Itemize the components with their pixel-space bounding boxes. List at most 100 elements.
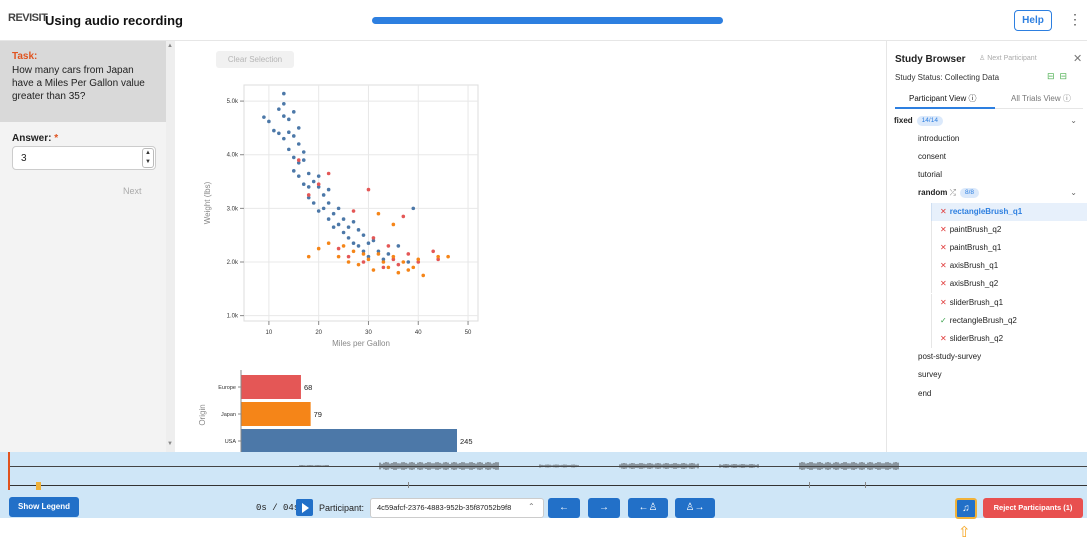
play-icon[interactable]: [296, 499, 313, 516]
scatter-point[interactable]: [326, 187, 331, 192]
scatter-point[interactable]: [376, 249, 381, 254]
scrollbar[interactable]: ▲ ▼: [166, 41, 175, 452]
scatter-point[interactable]: [267, 119, 271, 124]
chevron-down-icon[interactable]: ⌄: [1070, 188, 1077, 198]
tree-item-end[interactable]: end: [887, 385, 1087, 403]
show-legend-button[interactable]: Show Legend: [9, 497, 79, 517]
scatter-point[interactable]: [361, 252, 366, 256]
bar[interactable]: [241, 402, 311, 426]
scatter-point[interactable]: [306, 171, 311, 176]
scatter-point[interactable]: [391, 254, 396, 259]
scatter-point[interactable]: [386, 252, 391, 256]
answer-input[interactable]: 3: [12, 146, 156, 170]
chevron-updown-icon[interactable]: ⌃: [528, 502, 535, 511]
scatter-point[interactable]: [401, 214, 406, 219]
scatter-point[interactable]: [336, 246, 341, 251]
chevron-down-icon[interactable]: ▼: [145, 159, 151, 165]
tree-item-rectangleBrush_q2[interactable]: ✓ rectangleBrush_q2: [931, 311, 1087, 330]
scatter-point[interactable]: [436, 254, 440, 259]
scatter-point[interactable]: [291, 110, 296, 114]
scatter-point[interactable]: [331, 211, 336, 216]
bar[interactable]: [241, 375, 301, 399]
scatter-point[interactable]: [326, 201, 331, 205]
chevron-down-icon[interactable]: ⌄: [1070, 116, 1077, 125]
scatter-point[interactable]: [351, 241, 356, 246]
scatter-point[interactable]: [311, 179, 316, 184]
audio-download-icon[interactable]: ♫: [955, 498, 977, 519]
scatter-point[interactable]: [296, 160, 301, 165]
bar[interactable]: [241, 429, 457, 453]
scatter-point[interactable]: [282, 91, 286, 96]
scatter-point[interactable]: [321, 206, 326, 211]
scatter-point[interactable]: [341, 230, 346, 235]
scatter-point[interactable]: [421, 273, 426, 278]
scatter-point[interactable]: [316, 209, 321, 213]
scatter-point[interactable]: [391, 222, 396, 227]
scatter-point[interactable]: [356, 262, 361, 267]
scatter-point[interactable]: [386, 265, 391, 270]
arrow-right-icon[interactable]: →: [588, 498, 620, 518]
scatter-point[interactable]: [282, 101, 286, 106]
tree-item-survey[interactable]: survey: [887, 366, 1087, 384]
scatter-point[interactable]: [291, 134, 296, 138]
scatter-point[interactable]: [287, 147, 291, 152]
scatter-point[interactable]: [436, 257, 440, 262]
scatter-point[interactable]: [326, 241, 331, 246]
scatter-point[interactable]: [296, 158, 301, 162]
scatter-point[interactable]: [361, 260, 366, 264]
trial-marker[interactable]: [36, 482, 41, 490]
scatter-point[interactable]: [351, 249, 356, 254]
next-participant-button[interactable]: ♙ Next Participant: [979, 54, 1037, 62]
scatter-point[interactable]: [326, 171, 331, 176]
tree-item-introduction[interactable]: introduction: [887, 130, 1087, 148]
scatter-plot[interactable]: 10 20 30 40 50 1.0k 2.0k 3.0k 4.0k 5.0k Miles per …: [196, 80, 486, 350]
scatter-point[interactable]: [291, 169, 296, 173]
scatter-point[interactable]: [396, 270, 401, 275]
tree-item-post-study-survey[interactable]: post-study-survey: [887, 348, 1087, 366]
scatter-point[interactable]: [431, 249, 435, 254]
scatter-point[interactable]: [446, 254, 450, 259]
scroll-down-icon[interactable]: ▼: [167, 441, 173, 447]
scatter-point[interactable]: [272, 128, 276, 133]
reject-participants-button[interactable]: Reject Participants (1): [983, 498, 1083, 518]
scatter-point[interactable]: [386, 244, 391, 248]
scatter-point[interactable]: [381, 257, 386, 262]
scatter-point[interactable]: [366, 257, 371, 262]
scatter-point[interactable]: [331, 225, 336, 229]
scroll-up-icon[interactable]: ▲: [167, 43, 173, 49]
tree-item-sliderBrush_q2[interactable]: ✕ sliderBrush_q2: [931, 329, 1087, 348]
scatter-point[interactable]: [277, 107, 281, 111]
scatter-point[interactable]: [411, 265, 416, 270]
scatter-point[interactable]: [306, 254, 311, 259]
scatter-point[interactable]: [371, 238, 376, 243]
scatter-point[interactable]: [376, 252, 381, 256]
tree-block-random[interactable]: random ⤮ 8/8 ⌄: [887, 184, 1087, 202]
scatter-point[interactable]: [381, 265, 386, 270]
tab-all-trials-view[interactable]: All Trials View ⓘ: [1011, 93, 1071, 104]
scatter-point[interactable]: [346, 260, 351, 264]
scatter-point[interactable]: [356, 244, 361, 248]
scatter-point[interactable]: [346, 236, 351, 240]
chevron-up-icon[interactable]: ▲: [145, 150, 151, 156]
scatter-point[interactable]: [351, 219, 356, 224]
scatter-point[interactable]: [396, 262, 401, 267]
scatter-point[interactable]: [376, 211, 381, 216]
help-button[interactable]: Help: [1014, 10, 1052, 31]
scatter-point[interactable]: [341, 217, 346, 221]
scatter-point[interactable]: [401, 260, 406, 264]
tree-item-axisBrush_q1[interactable]: ✕ axisBrush_q1: [931, 257, 1087, 276]
scatter-point[interactable]: [406, 268, 411, 272]
scatter-point[interactable]: [371, 268, 376, 272]
next-participant-icon[interactable]: ♙→: [675, 498, 715, 518]
scatter-point[interactable]: [361, 233, 366, 237]
scatter-point[interactable]: [361, 249, 366, 254]
scatter-point[interactable]: [301, 182, 306, 187]
scatter-point[interactable]: [311, 201, 316, 205]
scatter-point[interactable]: [306, 185, 311, 189]
scatter-point[interactable]: [291, 155, 296, 160]
scatter-point[interactable]: [366, 241, 371, 246]
scatter-point[interactable]: [351, 209, 356, 213]
scatter-point[interactable]: [411, 206, 416, 211]
scatter-point[interactable]: [316, 174, 321, 178]
tree-item-paintBrush_q1[interactable]: ✕ paintBrush_q1: [931, 238, 1087, 257]
